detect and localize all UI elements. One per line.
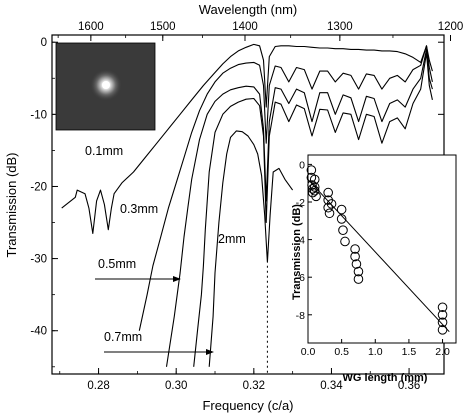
x-tick-label: 0.30 xyxy=(165,380,187,392)
inset-data-point xyxy=(336,204,347,215)
x-axis-title: Frequency (c/a) xyxy=(202,398,293,413)
label-0-5mm: 0.5mm xyxy=(98,257,136,271)
x-tick-label: 0.34 xyxy=(320,380,343,392)
label-0-1mm: 0.1mm xyxy=(85,144,123,158)
curve-0-1mm xyxy=(61,43,433,234)
curve-2mm xyxy=(208,130,294,367)
main-plot-curves xyxy=(61,43,433,367)
inset-y-tick-label: -2 xyxy=(296,197,305,209)
y-tick-label: 0 xyxy=(41,37,47,49)
inset-data-point xyxy=(309,182,320,192)
inset-data-point xyxy=(340,236,350,247)
inset-data-point xyxy=(326,199,337,209)
inset-data-point xyxy=(311,191,321,202)
inset-y-axis-title: Transmission (dB) xyxy=(291,204,303,300)
mode-image-inset xyxy=(55,42,156,131)
y-tick-label: -20 xyxy=(30,181,47,193)
y-tick-label: -40 xyxy=(30,326,47,338)
inset-data-points xyxy=(306,165,448,335)
top-axis-title: Wavelength (nm) xyxy=(199,2,298,17)
top-tick-label: 1600 xyxy=(78,21,104,33)
inset-data-point xyxy=(353,274,364,284)
top-tick-label: 1400 xyxy=(232,21,258,33)
label-2mm: 2mm xyxy=(218,232,246,246)
x-tick-label: 0.36 xyxy=(398,380,420,392)
inset-x-tick-label: 1.5 xyxy=(402,346,417,358)
inset-data-point xyxy=(323,187,333,198)
inset-data-point xyxy=(437,310,448,320)
inset-fit-line xyxy=(307,179,450,333)
label-0-7mm: 0.7mm xyxy=(104,330,142,344)
x-tick-label: 0.32 xyxy=(243,380,265,392)
inset-data-point xyxy=(350,251,360,262)
top-tick-label: 1500 xyxy=(150,21,176,33)
y-tick-label: -10 xyxy=(30,109,47,121)
inset-y-tick-label: -8 xyxy=(296,310,305,322)
inset-data-point xyxy=(437,325,448,335)
x-tick-label: 0.28 xyxy=(87,380,109,392)
inset-y-tick-label: -6 xyxy=(296,272,305,284)
inset-data-point xyxy=(350,244,360,254)
inset-data-point xyxy=(437,317,448,328)
y-axis-title: Transmission (dB) xyxy=(4,153,19,258)
inset-x-tick-label: 0.0 xyxy=(301,346,316,358)
annotation-arrows xyxy=(95,276,214,355)
inset-x-tick-label: 1.0 xyxy=(368,346,383,358)
inset-data-point xyxy=(306,165,317,175)
top-tick-label: 1200 xyxy=(438,21,463,33)
inset-data-point xyxy=(351,259,362,269)
inset-data-point xyxy=(338,225,348,235)
top-tick-label: 1300 xyxy=(327,21,353,33)
inset-axis-ticks: 0.0 0.5 1.0 1.5 2.0 0 -2 -4 -6 -8 xyxy=(296,159,450,358)
inset-data-point xyxy=(307,180,317,190)
inset-y-tick-label: -4 xyxy=(296,235,305,247)
inset-data-point xyxy=(353,266,364,277)
inset-data-point xyxy=(437,302,448,313)
inset-x-tick-label: 0.5 xyxy=(334,346,349,358)
inset-x-tick-label: 2.0 xyxy=(435,346,450,358)
inset-data-point xyxy=(309,174,320,185)
inset-x-axis-title: WG length (mm) xyxy=(343,372,428,384)
curve-0-5mm xyxy=(165,48,433,367)
label-0-3mm: 0.3mm xyxy=(120,202,158,216)
inset-data-point xyxy=(324,208,335,219)
y-tick-label: -30 xyxy=(30,254,47,266)
curve-0-3mm xyxy=(138,45,433,331)
inset-plot: 0.0 0.5 1.0 1.5 2.00-2-4-6-8 WG length (mm) … xyxy=(291,154,457,384)
inset-data-point xyxy=(336,214,347,224)
inset-y-tick-label: 0 xyxy=(299,159,305,171)
curve-0-7mm xyxy=(193,52,433,367)
